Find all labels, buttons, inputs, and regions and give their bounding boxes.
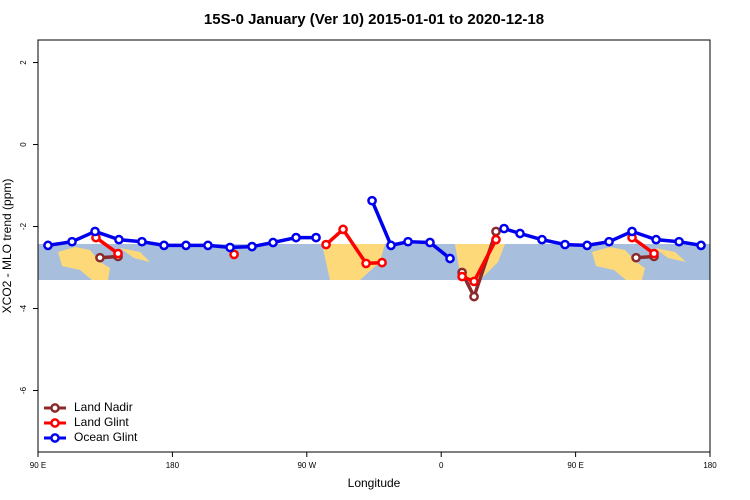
y-tick-label: -4 bbox=[19, 304, 28, 312]
data-point bbox=[67, 236, 77, 247]
data-point bbox=[627, 226, 637, 237]
data-point bbox=[229, 249, 239, 260]
data-point bbox=[445, 253, 455, 264]
data-point bbox=[268, 237, 278, 248]
y-axis-label: XCO2 - MLO trend (ppm) bbox=[0, 179, 14, 314]
data-point bbox=[674, 236, 684, 247]
chart-title: 15S-0 January (Ver 10) 2015-01-01 to 202… bbox=[204, 11, 544, 28]
legend-marker bbox=[50, 403, 60, 413]
data-point bbox=[95, 252, 105, 263]
data-point bbox=[631, 252, 641, 263]
data-point bbox=[137, 236, 147, 247]
data-point bbox=[604, 236, 614, 247]
x-tick-label: 90 E bbox=[567, 461, 583, 470]
x-tick-label: 90 W bbox=[297, 461, 316, 470]
data-point bbox=[469, 291, 479, 302]
data-point bbox=[247, 241, 257, 252]
data-point bbox=[43, 240, 53, 251]
data-point bbox=[367, 195, 377, 206]
data-point bbox=[515, 228, 525, 239]
data-point bbox=[114, 234, 124, 245]
y-tick-label: -2 bbox=[19, 222, 28, 230]
legend-label: Land Nadir bbox=[74, 400, 133, 414]
data-point bbox=[499, 223, 509, 234]
data-point bbox=[90, 226, 100, 237]
legend-label: Land Glint bbox=[74, 415, 129, 429]
series-line bbox=[324, 227, 383, 266]
data-point bbox=[291, 232, 301, 243]
data-point bbox=[403, 236, 413, 247]
data-point bbox=[425, 237, 435, 248]
data-point bbox=[696, 240, 706, 251]
data-point bbox=[203, 240, 213, 251]
data-point bbox=[181, 240, 191, 251]
x-tick-label: 180 bbox=[166, 461, 180, 470]
data-point bbox=[225, 242, 235, 253]
data-point bbox=[338, 224, 348, 235]
data-point bbox=[361, 258, 371, 269]
data-point bbox=[321, 239, 331, 250]
series-line bbox=[503, 226, 702, 248]
data-point bbox=[649, 248, 659, 259]
data-point bbox=[582, 240, 592, 251]
data-point bbox=[537, 234, 547, 245]
data-point bbox=[469, 276, 479, 287]
x-axis-label: Longitude bbox=[348, 476, 401, 490]
data-point bbox=[377, 257, 387, 268]
y-tick-label: -6 bbox=[19, 386, 28, 394]
y-tick-label: 2 bbox=[19, 60, 28, 65]
plot-frame bbox=[37, 39, 711, 453]
x-tick-label: 90 E bbox=[30, 461, 46, 470]
legend-marker bbox=[50, 418, 60, 428]
x-tick-label: 180 bbox=[703, 461, 717, 470]
data-point bbox=[560, 239, 570, 250]
map-band bbox=[38, 244, 710, 280]
data-point bbox=[159, 240, 169, 251]
legend-marker bbox=[50, 433, 60, 443]
data-point bbox=[386, 240, 396, 251]
data-point bbox=[311, 232, 321, 243]
y-tick-label: 0 bbox=[19, 142, 28, 147]
data-point bbox=[113, 248, 123, 259]
legend-label: Ocean Glint bbox=[74, 430, 138, 444]
x-tick-label: 0 bbox=[439, 461, 444, 470]
data-point bbox=[491, 226, 501, 237]
data-point bbox=[491, 234, 501, 245]
data-point bbox=[457, 271, 467, 282]
data-point bbox=[651, 234, 661, 245]
